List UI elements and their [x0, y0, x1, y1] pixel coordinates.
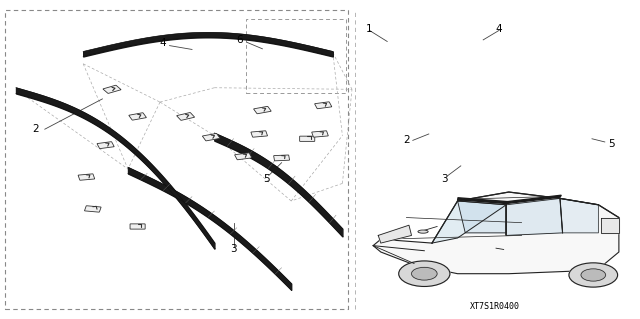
FancyBboxPatch shape — [84, 206, 101, 212]
FancyBboxPatch shape — [97, 142, 114, 149]
Bar — [246, 19, 346, 93]
FancyBboxPatch shape — [103, 85, 121, 93]
Polygon shape — [506, 195, 561, 204]
Circle shape — [399, 261, 450, 286]
Text: 3: 3 — [442, 174, 448, 184]
Text: 2: 2 — [403, 135, 410, 145]
Polygon shape — [458, 201, 506, 233]
FancyBboxPatch shape — [202, 134, 220, 141]
FancyBboxPatch shape — [235, 153, 252, 160]
FancyBboxPatch shape — [253, 107, 271, 114]
Text: 5: 5 — [608, 138, 614, 149]
Polygon shape — [373, 192, 619, 274]
Circle shape — [569, 263, 618, 287]
Polygon shape — [378, 225, 412, 243]
Bar — [5, 10, 348, 309]
FancyBboxPatch shape — [251, 131, 268, 137]
Text: XT7S1R0400: XT7S1R0400 — [470, 302, 520, 311]
Polygon shape — [560, 198, 598, 233]
FancyBboxPatch shape — [312, 131, 328, 137]
FancyBboxPatch shape — [78, 174, 95, 180]
FancyBboxPatch shape — [300, 136, 315, 141]
Text: 3: 3 — [230, 244, 237, 254]
Text: 4: 4 — [160, 38, 166, 48]
Polygon shape — [601, 218, 619, 233]
FancyBboxPatch shape — [274, 155, 289, 161]
Polygon shape — [432, 201, 506, 243]
Text: 5: 5 — [263, 174, 269, 184]
Polygon shape — [506, 198, 563, 235]
Text: 2: 2 — [32, 124, 38, 134]
Circle shape — [412, 267, 437, 280]
FancyBboxPatch shape — [130, 224, 145, 229]
Ellipse shape — [418, 230, 428, 233]
FancyBboxPatch shape — [177, 113, 195, 120]
Circle shape — [581, 269, 605, 281]
Text: 4: 4 — [496, 24, 502, 34]
Text: 1: 1 — [366, 24, 372, 34]
FancyBboxPatch shape — [315, 102, 332, 109]
FancyBboxPatch shape — [129, 113, 147, 120]
Text: 6: 6 — [237, 35, 243, 45]
Polygon shape — [458, 198, 508, 204]
